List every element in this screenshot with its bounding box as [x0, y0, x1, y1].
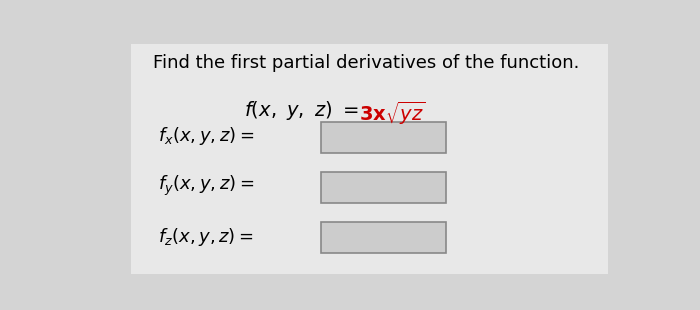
Text: $f_x(x, y, z) =$: $f_x(x, y, z) =$ — [158, 125, 254, 147]
FancyBboxPatch shape — [321, 172, 446, 203]
FancyBboxPatch shape — [321, 122, 446, 153]
Text: $\mathbf{3x}\sqrt{yz}$: $\mathbf{3x}\sqrt{yz}$ — [358, 99, 426, 126]
Text: $f(x,\ y,\ z)\ =\ $: $f(x,\ y,\ z)\ =\ $ — [244, 99, 358, 122]
Text: Find the first partial derivatives of the function.: Find the first partial derivatives of th… — [153, 54, 579, 72]
Text: $f_y(x, y, z) =$: $f_y(x, y, z) =$ — [158, 174, 254, 198]
FancyBboxPatch shape — [321, 222, 446, 253]
Text: $f_z(x, y, z) =$: $f_z(x, y, z) =$ — [158, 225, 253, 247]
FancyBboxPatch shape — [131, 44, 608, 273]
